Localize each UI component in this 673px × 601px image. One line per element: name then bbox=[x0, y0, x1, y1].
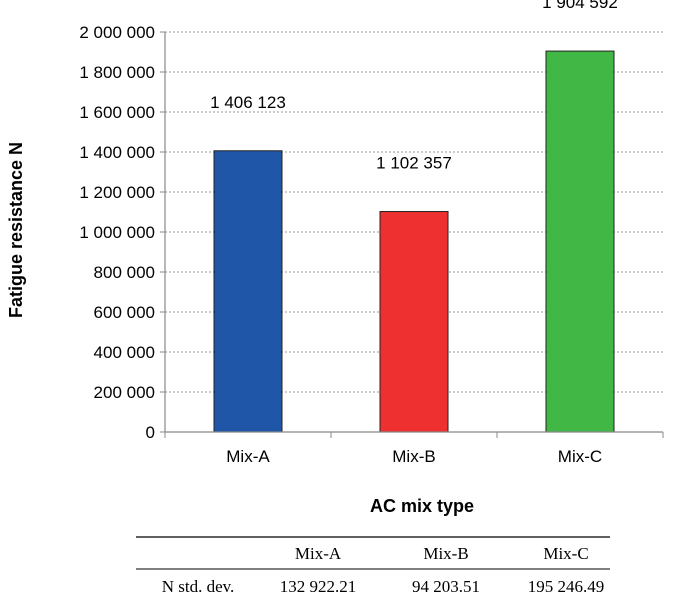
y-tick-label: 1 200 000 bbox=[79, 183, 155, 202]
y-tick-label: 1 000 000 bbox=[79, 223, 155, 242]
y-tick-label: 400 000 bbox=[94, 343, 155, 362]
x-tick-label: Mix-B bbox=[392, 447, 435, 466]
y-tick-label: 0 bbox=[146, 423, 155, 442]
table-cell: 94 203.51 bbox=[412, 577, 480, 596]
y-tick-label: 600 000 bbox=[94, 303, 155, 322]
y-tick-label: 800 000 bbox=[94, 263, 155, 282]
table-cell: 195 246.49 bbox=[528, 577, 605, 596]
table-cell: N std. dev. bbox=[162, 577, 235, 596]
table-header-cell: Mix-C bbox=[543, 544, 588, 563]
table-cell: 132 922.21 bbox=[280, 577, 357, 596]
x-tick-label: Mix-A bbox=[226, 447, 270, 466]
bar-mix-a bbox=[213, 150, 283, 433]
x-axis-label: AC mix type bbox=[370, 496, 474, 516]
y-tick-label: 1 600 000 bbox=[79, 103, 155, 122]
x-tick-label: Mix-C bbox=[558, 447, 602, 466]
bars bbox=[213, 50, 615, 433]
std-dev-table: Mix-A Mix-B Mix-C N std. dev. 132 922.21 94 2… bbox=[136, 536, 610, 596]
bar-value-label: 1 406 123 bbox=[210, 93, 286, 112]
bar-mix-b bbox=[379, 211, 449, 433]
y-axis-label: Fatigue resistance N bbox=[6, 142, 26, 318]
bar-value-label: 1 904 592 bbox=[542, 0, 618, 12]
y-tick-label: 1 400 000 bbox=[79, 143, 155, 162]
bar-value-label: 1 102 357 bbox=[376, 154, 452, 173]
data-labels: 1 406 123 1 102 357 1 904 592 bbox=[210, 0, 618, 173]
y-tick-label: 1 800 000 bbox=[79, 63, 155, 82]
bar-mix-c bbox=[545, 50, 615, 433]
y-tick-label: 2 000 000 bbox=[79, 23, 155, 42]
table-header-cell: Mix-A bbox=[295, 544, 342, 563]
axes: 0 200 000 400 000 600 000 800 000 1 000 000 1 … bbox=[79, 23, 664, 466]
table-header-cell: Mix-B bbox=[423, 544, 468, 563]
y-tick-label: 200 000 bbox=[94, 383, 155, 402]
